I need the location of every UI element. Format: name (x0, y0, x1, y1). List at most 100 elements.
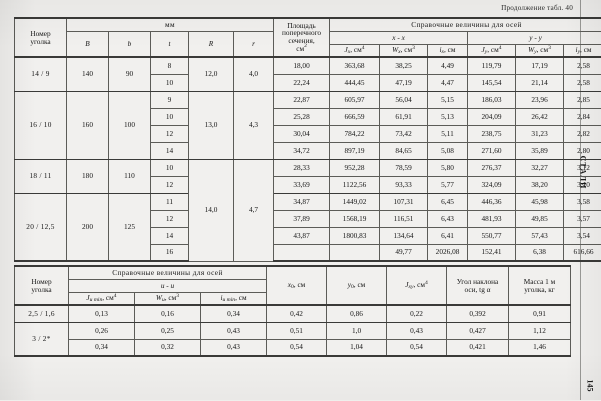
cell-Jx: 363,68 (329, 56, 381, 75)
cell-Wx: 47,19 (379, 73, 429, 92)
cell-ix: 5,08 (427, 141, 469, 160)
header-axis-uu: u - u (67, 278, 268, 293)
cell-t: 8 (150, 56, 189, 75)
cell-B: 140 (66, 56, 109, 92)
cell-Jx: 605,97 (329, 90, 381, 109)
cell-Wx: 84,65 (379, 141, 429, 160)
cell-b: 125 (108, 192, 151, 262)
cell-ix: 6,38 (515, 243, 565, 262)
header-cross-section-area: Площадь поперечного сечения, см2 (273, 17, 331, 58)
header-iy: iy, см (563, 43, 601, 58)
cell-ix: 6,41 (427, 226, 469, 245)
cell-area: 34,72 (273, 141, 331, 160)
cell-R: 13,0 (188, 90, 234, 160)
cell-iu: 0,43 (199, 338, 268, 357)
cell-mass: 1,46 (508, 338, 572, 357)
cell-t: 11 (150, 192, 189, 211)
header-Ju-min: Ju min, см4 (68, 291, 135, 306)
cell-Ju: 0,26 (68, 321, 135, 340)
cell-Ju: 0,13 (68, 304, 135, 323)
cell-Wy: 26,42 (515, 107, 565, 126)
cell-x0: 0,54 (266, 338, 328, 357)
cell-Wx: 56,04 (379, 90, 429, 109)
cell-Wx: 134,64 (379, 226, 429, 245)
cell-R-empty (273, 243, 331, 262)
header-mm-group: мм (65, 17, 275, 32)
cell-area: 49,77 (379, 243, 429, 262)
table-row-number: 16 / 10 (14, 90, 67, 160)
cell-iy: 2,85 (563, 90, 601, 109)
cell-b: 90 (108, 56, 151, 92)
cell-b: 100 (108, 90, 151, 160)
header-col-B: B (66, 30, 109, 58)
cell-Jxy: 0,54 (386, 338, 448, 357)
cell-angle: 0,421 (446, 338, 510, 357)
cell-B: 180 (66, 158, 109, 194)
cell-r: 4,0 (232, 56, 275, 92)
cell-Jx: 897,19 (329, 141, 381, 160)
cell-Jy: 271,60 (467, 141, 517, 160)
cell-Jy: 276,37 (467, 158, 517, 177)
cell-iy: 3,12 (563, 158, 601, 177)
header-Wx: Wx, см3 (379, 43, 429, 58)
cell-iy: 2,58 (563, 56, 601, 75)
cell-Wu: 0,32 (134, 338, 201, 357)
header-reference-values-group: Справочные величины для осей (67, 265, 268, 280)
cell-area: 22,24 (273, 73, 331, 92)
cell-y0: 1,0 (326, 321, 388, 340)
header-col-r: r (232, 30, 275, 58)
cell-iy: 2,82 (563, 124, 601, 143)
cell-iy: 3,57 (563, 209, 601, 228)
cell-Wy: 38,20 (515, 175, 565, 194)
cell-Jy: 550,77 (467, 226, 517, 245)
cell-ix: 5,80 (427, 158, 469, 177)
header-y0: y0, см (326, 265, 388, 306)
header-ix: ix, см (427, 43, 469, 58)
cell-Jx: 1122,56 (329, 175, 381, 194)
header-Jx: Jx, см4 (329, 43, 381, 58)
cell-iy: 3,54 (563, 226, 601, 245)
cell-y0: 1,04 (326, 338, 388, 357)
cell-ix: 5,13 (427, 107, 469, 126)
cell-ix: 6,43 (427, 209, 469, 228)
cell-Wu: 0,25 (134, 321, 201, 340)
cell-Jy: 238,75 (467, 124, 517, 143)
cell-t: 12 (150, 209, 189, 228)
cell-area: 22,87 (273, 90, 331, 109)
cell-ix: 5,11 (427, 124, 469, 143)
cell-mass: 1,12 (508, 321, 572, 340)
cell-Jy: 145,54 (467, 73, 517, 92)
cell-Wy: 35,89 (515, 141, 565, 160)
cell-x0: 0,51 (266, 321, 328, 340)
table-row-number: 14 / 9 (14, 56, 67, 92)
cell-Jx: 444,45 (329, 73, 381, 92)
cell-B: 160 (66, 90, 109, 160)
cell-t: 10 (150, 73, 189, 92)
cell-Jx: 666,59 (329, 107, 381, 126)
header-reference-values-group: Справочные величины для осей (329, 17, 601, 32)
cell-area: 25,28 (273, 107, 331, 126)
table-row-number: 18 / 11 (14, 158, 67, 194)
cell-Jy: 204,09 (467, 107, 517, 126)
header-Jxy: Jxy, см4 (386, 265, 448, 306)
cell-mass: 0,91 (508, 304, 572, 323)
cell-Wy: 23,96 (515, 90, 565, 109)
cell-angle: 0,392 (446, 304, 510, 323)
angle-steel-main-table: Номер уголка мм Площадь поперечного сече… (14, 17, 601, 262)
cell-Ju: 0,34 (68, 338, 135, 357)
cell-area: 30,04 (273, 124, 331, 143)
cell-x0: 0,42 (266, 304, 328, 323)
header-Jy: Jy, см4 (467, 43, 517, 58)
cell-Wy: 45,98 (515, 192, 565, 211)
cell-Jx: 1449,02 (329, 192, 381, 211)
cell-Jy: 481,93 (467, 209, 517, 228)
cell-t: 12 (150, 175, 189, 194)
cell-Wx: 116,51 (379, 209, 429, 228)
table-row-number: 3 / 2* (14, 321, 69, 357)
cell-t: 14 (150, 141, 189, 160)
header-axis-xx: x - x (329, 30, 469, 45)
cell-t: 12 (150, 124, 189, 143)
cell-Wy: 32,27 (515, 158, 565, 177)
angle-steel-secondary-table: Номер уголка Справочные величины для осе… (14, 265, 572, 357)
cell-Jy: 324,09 (467, 175, 517, 194)
